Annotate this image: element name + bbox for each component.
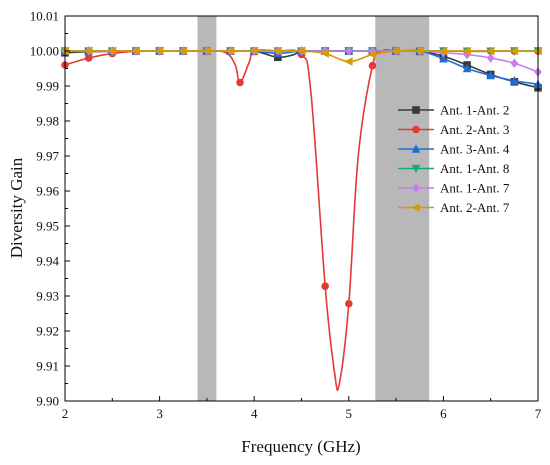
data-point [273,46,282,56]
data-point [274,53,282,62]
legend-item-ant-2-ant-7: Ant. 2-Ant. 7 [398,200,510,215]
y-tick-label: 9.96 [36,184,59,199]
y-tick-label: 9.98 [36,114,59,129]
y-axis-ticks: 9.90 9.91 9.92 9.93 9.94 9.95 9.96 9.97 9.98 9.99… [30,9,70,409]
shaded-band-2 [375,16,430,401]
legend-item-ant-1-ant-7: Ant. 1-Ant. 7 [398,181,510,196]
y-tick-label: 9.99 [36,79,59,94]
legend-swatch-marker [411,144,421,153]
data-point [320,49,329,58]
legend-swatch-marker [412,183,420,193]
data-point [178,46,188,56]
data-point [462,63,472,73]
x-axis-ticks: 2 3 4 5 6 7 [62,396,542,421]
data-point [345,299,353,308]
data-point [107,46,117,56]
x-tick-label: 2 [62,406,69,421]
legend-swatch-marker [412,125,420,134]
series-layer [60,46,543,392]
series-line-ant-2-ant-3 [64,49,538,392]
data-point [236,78,244,87]
data-point [225,46,235,56]
legend-item-ant-1-ant-2: Ant. 1-Ant. 2 [398,103,509,118]
data-point [439,53,448,63]
series-ant-2-ant-3 [61,47,542,392]
legend-swatch-marker [411,164,421,174]
data-point [463,49,471,60]
data-point [391,46,400,56]
data-point [414,46,424,56]
y-tick-label: 9.90 [36,394,59,409]
legend-swatch-marker [412,106,420,114]
data-point [321,46,329,56]
legend-label: Ant. 1-Ant. 7 [440,181,510,196]
y-tick-label: 10.00 [30,44,59,59]
data-point [84,54,93,62]
data-point [367,50,377,59]
legend-item-ant-1-ant-8: Ant. 1-Ant. 8 [398,161,509,176]
y-tick-label: 10.01 [30,9,59,24]
legend-swatch-marker [411,203,420,212]
data-point [485,46,495,56]
data-point [131,46,140,56]
legend-label: Ant. 3-Ant. 4 [440,142,510,157]
data-point [486,70,495,80]
legend: Ant. 1-Ant. 2 Ant. 2-Ant. 3 Ant. 3-Ant. 4 A… [398,103,510,215]
data-point [249,46,258,56]
data-point [154,46,164,56]
data-point [368,46,377,56]
data-point [438,46,448,56]
legend-item-ant-3-ant-4: Ant. 3-Ant. 4 [398,142,510,157]
x-tick-label: 4 [251,406,258,421]
y-tick-label: 9.94 [36,254,59,269]
y-tick-label: 9.93 [36,289,59,304]
data-point [462,46,471,56]
x-tick-label: 7 [535,406,542,421]
legend-label: Ant. 2-Ant. 3 [440,122,509,137]
legend-label: Ant. 1-Ant. 2 [440,103,509,118]
data-point [321,282,329,291]
x-tick-label: 6 [440,406,447,421]
data-point [509,46,519,56]
x-axis-title: Frequency (GHz) [241,437,360,456]
data-point [368,61,377,70]
data-point [344,57,353,66]
x-tick-label: 3 [156,406,163,421]
data-point [510,75,519,85]
data-point [83,46,93,56]
shaded-band-1 [197,16,217,401]
data-point [486,53,495,63]
y-tick-label: 9.92 [36,324,59,339]
legend-label: Ant. 1-Ant. 8 [440,161,509,176]
y-tick-label: 9.91 [36,359,59,374]
data-point [202,46,211,56]
data-point [510,58,519,69]
series-ant-2-ant-7 [60,46,542,66]
data-point [296,46,306,56]
legend-item-ant-2-ant-3: Ant. 2-Ant. 3 [398,122,509,137]
x-tick-label: 5 [346,406,353,421]
shaded-bands [197,16,430,401]
legend-label: Ant. 2-Ant. 7 [440,200,510,215]
data-point [345,46,353,56]
y-tick-label: 9.95 [36,219,59,234]
y-axis-title: Diversity Gain [7,157,26,258]
y-tick-label: 9.97 [36,149,59,164]
